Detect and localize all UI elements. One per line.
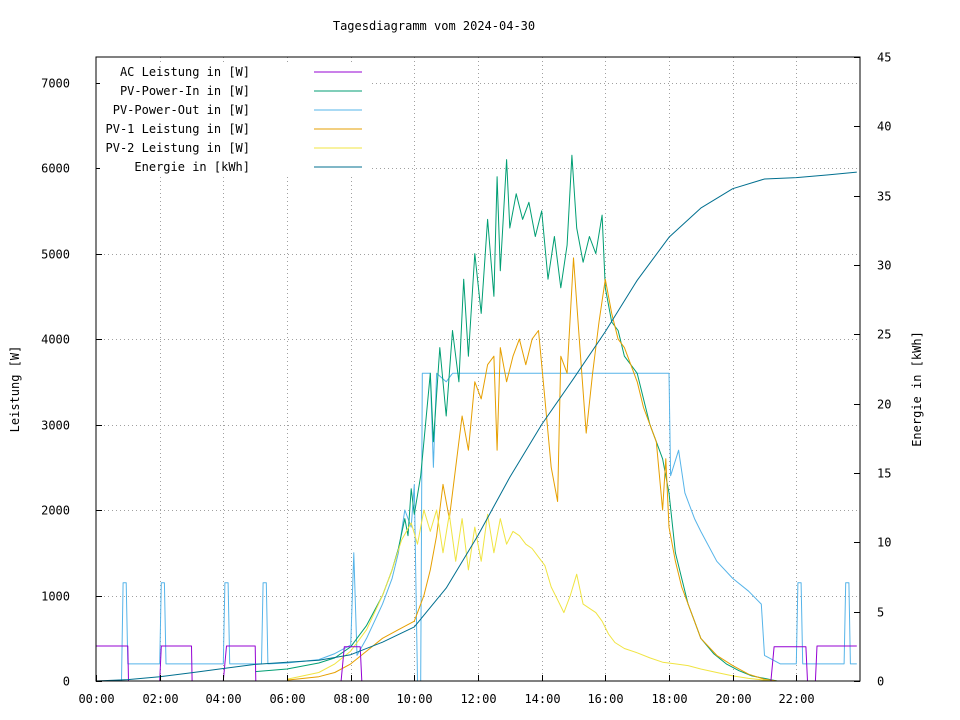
legend-entry-label: AC Leistung in [W] (120, 65, 250, 79)
y2-tick-label: 30 (877, 259, 891, 273)
x-tick-label: 06:00 (269, 692, 305, 706)
series-line (286, 509, 775, 682)
y2-tick-label: 10 (877, 536, 891, 550)
y-tick-label: 4000 (41, 333, 70, 347)
legend-background (100, 62, 370, 176)
series-line (255, 154, 778, 682)
y-tick-label: 0 (63, 675, 70, 689)
y2-tick-label: 20 (877, 398, 891, 412)
axis-ticks: 00:00 02:00 04:00 06:00 08:00 10:00 12:00 14:00… (41, 51, 891, 707)
y2-tick-label: 5 (877, 606, 884, 620)
y-tick-label: 5000 (41, 248, 70, 262)
y-tick-label: 6000 (41, 162, 70, 176)
legend-entry-label: Energie in [kWh] (134, 160, 250, 174)
legend-entry-label: PV-Power-Out in [W] (113, 103, 250, 117)
y-tick-label: 3000 (41, 419, 70, 433)
x-tick-label: 02:00 (142, 692, 178, 706)
legend-entry-label: PV-Power-In in [W] (120, 84, 250, 98)
y2-axis-label: Energie in [kWh] (910, 331, 924, 447)
legend: AC Leistung in [W] PV-Power-In in [W] PV-P… (100, 62, 370, 176)
y2-tick-label: 0 (877, 675, 884, 689)
x-tick-label: 18:00 (651, 692, 687, 706)
grid-lines (96, 57, 860, 681)
x-tick-label: 12:00 (460, 692, 496, 706)
y2-tick-label: 40 (877, 120, 891, 134)
legend-entry-label: PV-1 Leistung in [W] (106, 122, 251, 136)
y-axis-label: Leistung [W] (8, 346, 22, 433)
y-tick-label: 7000 (41, 77, 70, 91)
series-layer (95, 154, 857, 682)
x-tick-label: 04:00 (205, 692, 241, 706)
y2-tick-label: 25 (877, 328, 891, 342)
series-line (95, 171, 857, 682)
x-tick-label: 00:00 (78, 692, 114, 706)
y2-tick-label: 45 (877, 51, 891, 65)
x-tick-label: 14:00 (524, 692, 560, 706)
legend-entry-label: PV-2 Leistung in [W] (106, 141, 251, 155)
y2-tick-label: 35 (877, 190, 891, 204)
x-tick-label: 20:00 (715, 692, 751, 706)
x-tick-label: 10:00 (396, 692, 432, 706)
y-tick-label: 1000 (41, 590, 70, 604)
series-line (96, 372, 857, 682)
x-tick-label: 22:00 (778, 692, 814, 706)
chart-title: Tagesdiagramm vom 2024-04-30 (333, 19, 535, 33)
x-tick-label: 16:00 (587, 692, 623, 706)
y-tick-label: 2000 (41, 504, 70, 518)
series-line (286, 257, 778, 682)
y2-tick-label: 15 (877, 467, 891, 481)
x-tick-label: 08:00 (333, 692, 369, 706)
